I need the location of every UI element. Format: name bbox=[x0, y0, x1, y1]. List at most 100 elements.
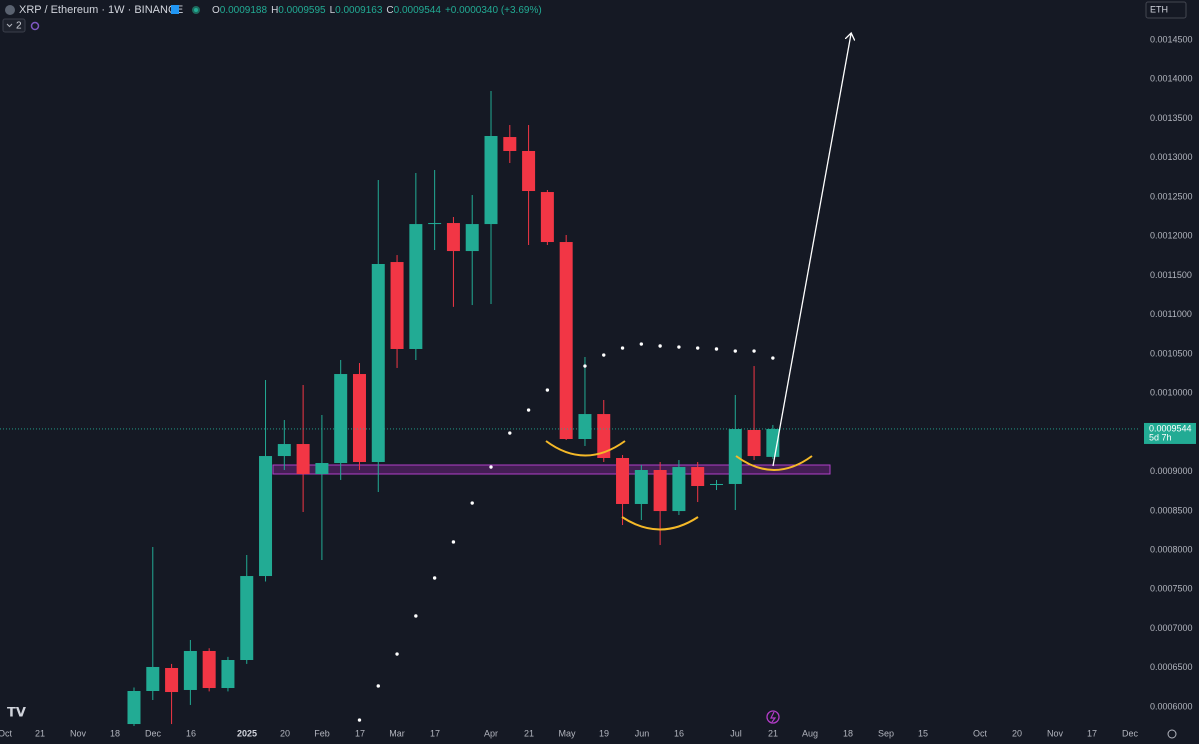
y-tick-label: 0.0010500 bbox=[1150, 348, 1193, 358]
x-tick-label: Jul bbox=[730, 728, 742, 738]
x-tick-label: Aug bbox=[802, 728, 818, 738]
x-tick-label: May bbox=[558, 728, 576, 738]
candle-body bbox=[428, 223, 442, 225]
ohlc-label: H bbox=[271, 5, 278, 16]
footer: 𝗧𝗩 bbox=[7, 704, 1177, 739]
sar-dot bbox=[620, 346, 625, 350]
currency-button[interactable] bbox=[1145, 1, 1187, 19]
arc bbox=[621, 516, 699, 531]
x-tick-label: 17 bbox=[430, 728, 440, 738]
candle-body bbox=[465, 224, 479, 252]
y-tick-label: 0.0008000 bbox=[1150, 545, 1193, 555]
candle-body bbox=[691, 467, 705, 487]
candle-body bbox=[315, 463, 329, 475]
y-tick-label: 0.0013000 bbox=[1150, 152, 1193, 162]
candle-body bbox=[559, 242, 573, 440]
candle-body bbox=[259, 456, 273, 577]
ohlc-value: 0.0009163 bbox=[335, 5, 383, 16]
arc bbox=[735, 455, 813, 471]
x-tick-label: 20 bbox=[280, 728, 290, 738]
candle-body bbox=[352, 374, 366, 462]
candle-body bbox=[221, 660, 235, 689]
x-tick-label: 2025 bbox=[237, 728, 257, 738]
flag-icon bbox=[171, 5, 179, 14]
candle-body bbox=[240, 576, 254, 660]
x-tick-label: 21 bbox=[768, 728, 778, 738]
candle-body bbox=[672, 467, 686, 512]
y-tick-label: 0.0011500 bbox=[1150, 270, 1192, 280]
candle-body bbox=[409, 224, 423, 349]
candle-body bbox=[597, 414, 611, 458]
sar-dot bbox=[714, 347, 719, 351]
event-icon bbox=[770, 711, 777, 723]
y-tick-label: 0.0012000 bbox=[1150, 231, 1193, 241]
last-price-box bbox=[1144, 422, 1196, 444]
candle-body bbox=[127, 690, 141, 725]
sar-dot bbox=[696, 346, 700, 350]
x-tick-label: 16 bbox=[674, 728, 684, 738]
x-tick-label: Mar bbox=[389, 728, 405, 738]
x-tick-label: Nov bbox=[1047, 728, 1064, 738]
change: +0.0000340 (+3.69%) bbox=[445, 5, 542, 16]
candle-body bbox=[296, 444, 310, 475]
event-icon bbox=[766, 710, 780, 724]
sar-dot bbox=[508, 431, 512, 435]
y-tick-label: 0.0010000 bbox=[1150, 388, 1193, 398]
x-tick-label: Nov bbox=[70, 728, 87, 738]
candle-body bbox=[390, 262, 404, 349]
sar-dot bbox=[583, 364, 587, 368]
sar-dot bbox=[357, 718, 362, 722]
sar-dot bbox=[658, 344, 662, 348]
candle-body bbox=[540, 192, 554, 243]
indicator-toggle[interactable] bbox=[2, 18, 26, 33]
sar-dot bbox=[639, 342, 644, 346]
x-tick-label: Apr bbox=[484, 728, 498, 738]
sar-dot bbox=[395, 652, 399, 656]
y-tick-label: 0.0013500 bbox=[1150, 113, 1193, 123]
candle-body bbox=[653, 470, 667, 512]
y-tick-label: 0.0014500 bbox=[1150, 34, 1193, 44]
candle-body bbox=[709, 483, 723, 485]
x-tick-label: Oct bbox=[0, 728, 12, 738]
x-tick-label: 20 bbox=[1012, 728, 1022, 738]
y-tick-label: 0.0012500 bbox=[1150, 191, 1193, 201]
arrow bbox=[772, 34, 851, 467]
sar-dot bbox=[602, 353, 606, 357]
sar-dot bbox=[545, 388, 550, 392]
sar-dot bbox=[526, 408, 531, 412]
ohlc-value: 0.0009595 bbox=[278, 5, 326, 16]
candle-body bbox=[728, 429, 742, 484]
candle-body bbox=[484, 136, 498, 225]
x-tick-label: 15 bbox=[918, 728, 928, 738]
y-tick-label: 0.0007500 bbox=[1150, 584, 1193, 594]
ohlc-label: C bbox=[386, 5, 393, 16]
currency: ETH bbox=[1150, 4, 1168, 14]
header: XRP / Ethereum · 1W · BINANCE O0.0009188… bbox=[2, 1, 1187, 33]
x-tick-label: 17 bbox=[355, 728, 365, 738]
y-tick-label: 0.0009000 bbox=[1150, 466, 1193, 476]
y-tick-label: 0.0006500 bbox=[1150, 662, 1193, 672]
x-tick-label: 18 bbox=[843, 728, 853, 738]
candle-body bbox=[578, 414, 592, 440]
ohlc-value: 0.0009188 bbox=[220, 5, 268, 16]
ohlc-value: 0.0009544 bbox=[394, 5, 442, 16]
x-tick-label: 16 bbox=[186, 728, 196, 738]
sar-dot bbox=[470, 501, 474, 505]
candle-body bbox=[146, 666, 160, 691]
candle-body bbox=[503, 137, 517, 151]
sar-dot bbox=[489, 465, 493, 469]
arc bbox=[545, 440, 626, 457]
x-tick-label: 21 bbox=[524, 728, 534, 738]
ohlc-label: O bbox=[212, 5, 220, 16]
support-zone bbox=[272, 464, 831, 475]
x-tick-label: Jun bbox=[635, 728, 650, 738]
sar-dot bbox=[376, 684, 380, 688]
sar-dot bbox=[414, 614, 418, 618]
x-tick-label: 18 bbox=[110, 728, 120, 738]
x-tick-label: Feb bbox=[314, 728, 330, 738]
plot-area bbox=[127, 91, 831, 726]
settings-icon[interactable] bbox=[1167, 729, 1177, 739]
x-tick-label: Dec bbox=[145, 728, 162, 738]
x-tick-label: Sep bbox=[878, 728, 894, 738]
